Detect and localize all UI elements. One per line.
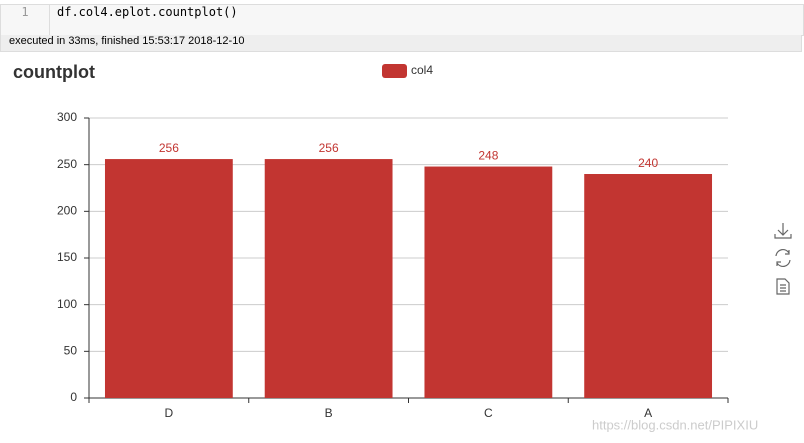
bar (104, 159, 233, 398)
value-label: 256 (159, 141, 179, 155)
value-label: 240 (638, 156, 658, 170)
status-bar: executed in 33ms, finished 15:53:17 2018… (0, 35, 802, 52)
code-cell[interactable]: 1 df.col4.eplot.countplot() (0, 4, 804, 36)
bar (424, 166, 553, 398)
value-label: 248 (478, 149, 498, 163)
y-tick-label: 250 (57, 157, 77, 171)
y-tick-label: 300 (57, 110, 77, 124)
data-view-icon[interactable] (776, 278, 790, 295)
y-tick-label: 200 (57, 204, 77, 218)
legend-swatch (382, 64, 407, 78)
x-tick-label: C (484, 406, 493, 420)
chart-title: countplot (13, 62, 95, 82)
code[interactable]: df.col4.eplot.countplot() (57, 5, 238, 19)
download-icon[interactable] (774, 223, 792, 239)
y-tick-label: 50 (64, 344, 78, 358)
line-number: 1 (1, 5, 50, 35)
y-tick-label: 0 (70, 390, 77, 404)
value-label: 256 (319, 141, 339, 155)
x-tick-label: A (644, 406, 652, 420)
y-tick-label: 100 (57, 297, 77, 311)
x-tick-label: D (165, 406, 174, 420)
bar (584, 174, 713, 398)
bar (264, 159, 393, 398)
y-tick-label: 150 (57, 250, 77, 264)
watermark: https://blog.csdn.net/PIPIXIU (592, 417, 758, 432)
legend-label: col4 (411, 63, 433, 77)
x-tick-label: B (325, 406, 333, 420)
restore-icon[interactable] (775, 248, 791, 268)
